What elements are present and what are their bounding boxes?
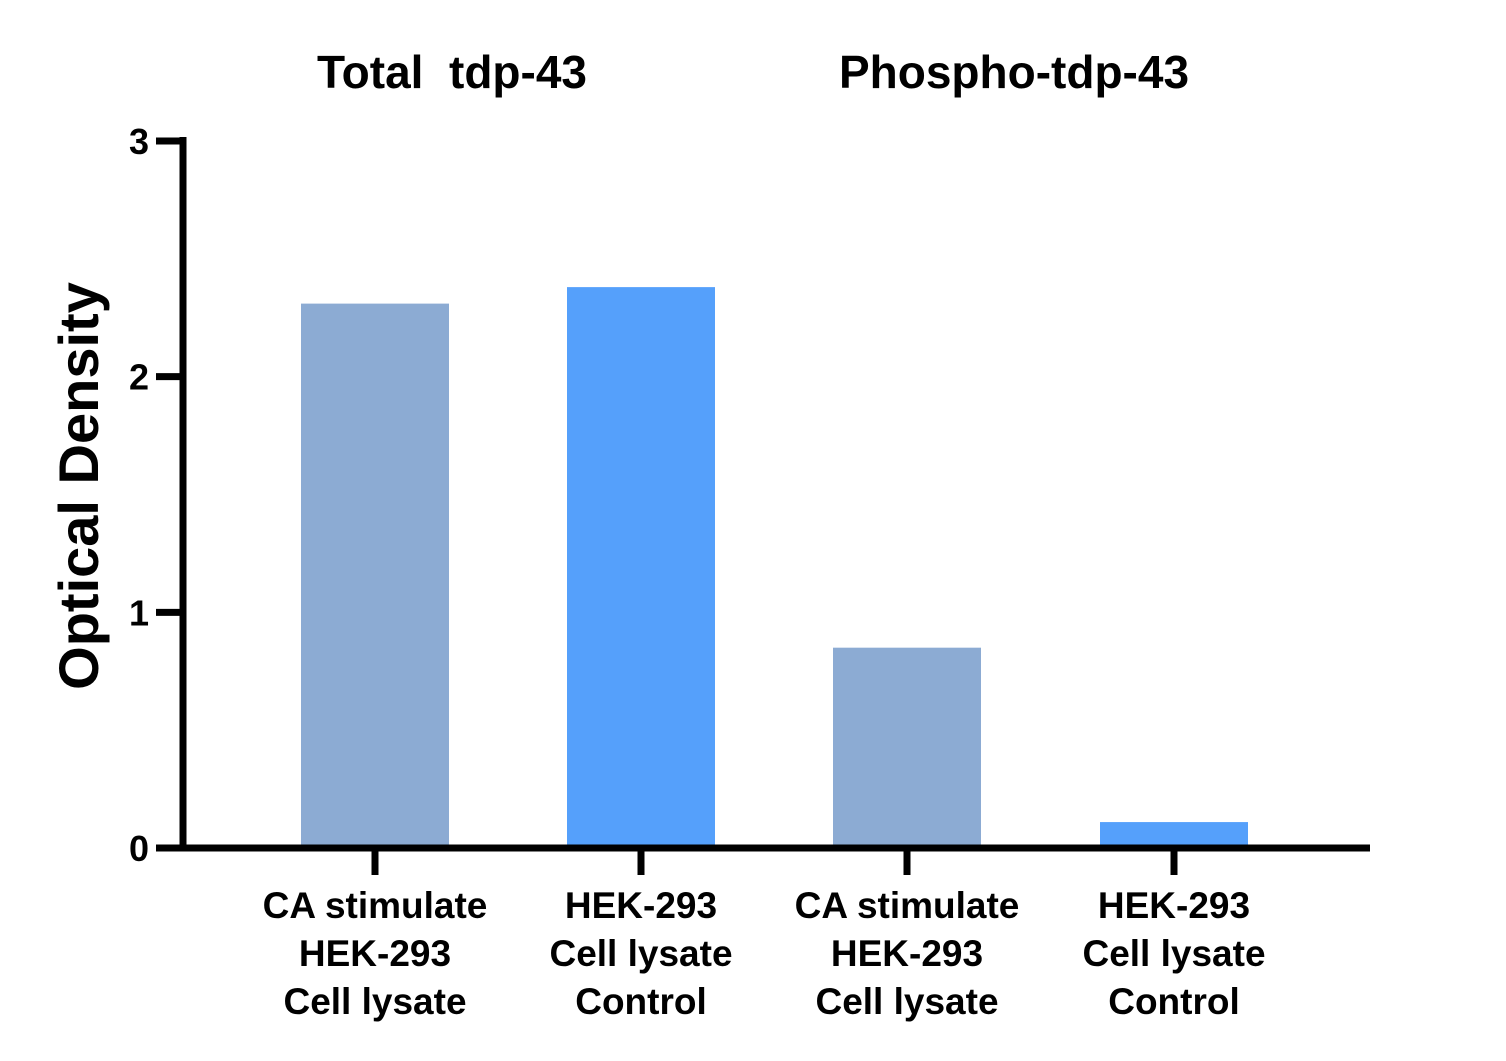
x-tick-label-1-line-0: HEK-293 [565,885,717,926]
group-titles: Total tdp-43 Phospho-tdp-43 [317,46,1189,98]
x-tick-label-3-line-0: HEK-293 [1098,885,1250,926]
x-tick-label-2-line-2: Cell lysate [815,981,998,1022]
x-tick-label-2: CA stimulate HEK-293 Cell lysate [795,885,1020,1022]
y-tick-label-3: 3 [129,121,149,162]
x-tick-label-3-line-2: Control [1108,981,1240,1022]
x-tick-label-1: HEK-293 Cell lysate Control [549,885,732,1022]
bar-2 [833,647,981,848]
x-tick-label-0-line-0: CA stimulate [263,885,488,926]
y-axis-title: Optical Density [47,282,110,690]
x-tick-label-1-line-2: Control [575,981,707,1022]
x-tick-label-0-line-2: Cell lysate [283,981,466,1022]
y-ticks-layer: 0 1 2 3 [129,121,183,869]
x-tick-label-0: CA stimulate HEK-293 Cell lysate [263,885,488,1022]
x-tick-label-3: HEK-293 Cell lysate Control [1082,885,1265,1022]
bar-1 [567,287,715,848]
y-tick-label-2: 2 [129,357,149,398]
bar-3 [1100,822,1248,848]
bars-layer [301,287,1248,848]
group-title-total: Total tdp-43 [317,46,587,98]
x-tick-label-0-line-1: HEK-293 [299,933,451,974]
x-tick-label-2-line-0: CA stimulate [795,885,1020,926]
y-tick-label-1: 1 [129,592,149,633]
bar-0 [301,303,449,848]
x-tick-label-3-line-1: Cell lysate [1082,933,1265,974]
group-title-phospho: Phospho-tdp-43 [839,46,1189,98]
x-ticks-layer: CA stimulate HEK-293 Cell lysate HEK-293 Cel… [263,848,1266,1022]
x-tick-label-2-line-1: HEK-293 [831,933,983,974]
y-tick-label-0: 0 [129,828,149,869]
x-tick-label-1-line-1: Cell lysate [549,933,732,974]
